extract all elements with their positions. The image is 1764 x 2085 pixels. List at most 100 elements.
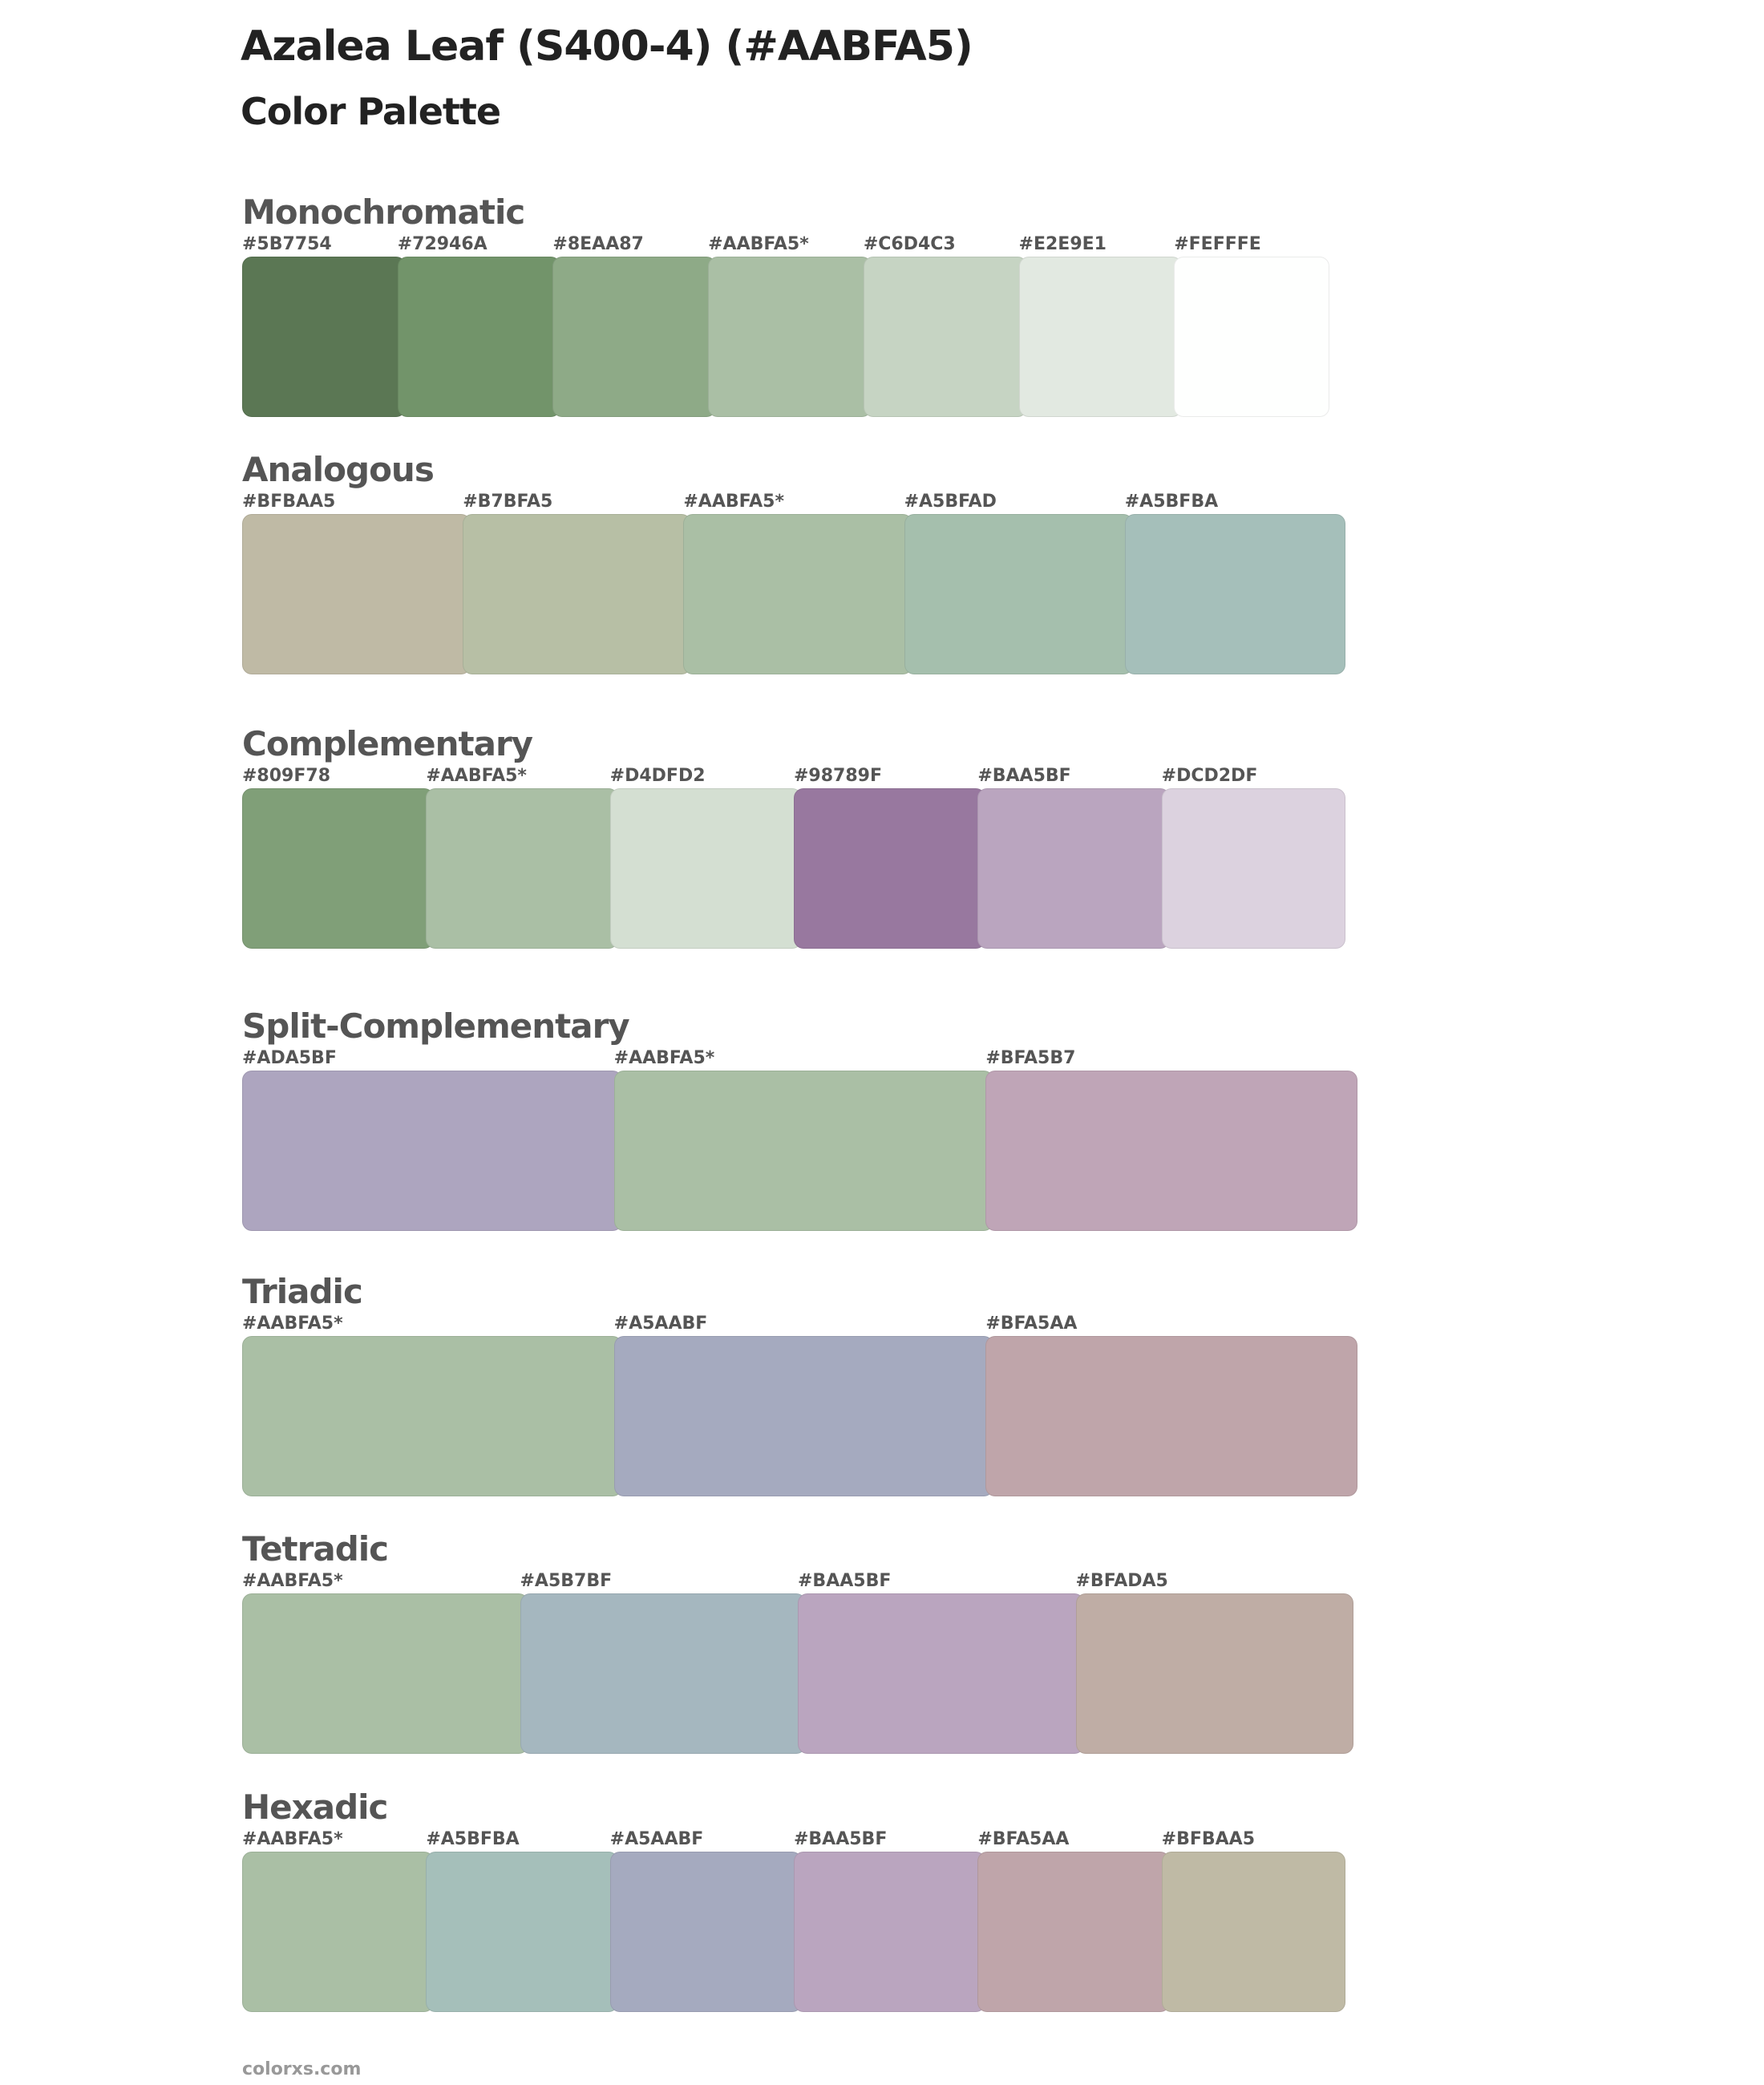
section-title: Split-Complementary: [242, 1006, 630, 1046]
swatch-color-block[interactable]: [242, 1852, 435, 2012]
swatch-color-block[interactable]: [242, 1071, 622, 1231]
section-title: Complementary: [242, 724, 533, 763]
color-swatch[interactable]: #BAA5BF: [977, 764, 1170, 949]
color-swatch[interactable]: #AABFA5*: [426, 764, 618, 949]
swatch-hex-label: #BFADA5: [1075, 1571, 1168, 1591]
swatch-row: #AABFA5* #A5B7BF #BAA5BF #BFADA5: [242, 1569, 1353, 1754]
color-swatch[interactable]: #C6D4C3: [863, 233, 1027, 417]
swatch-color-block[interactable]: [1075, 1593, 1353, 1754]
color-swatch[interactable]: #98789F: [793, 764, 986, 949]
swatch-color-block[interactable]: [904, 514, 1133, 674]
swatch-color-block[interactable]: [1161, 1852, 1345, 2012]
color-swatch[interactable]: #A5BFBA: [1124, 490, 1345, 674]
color-swatch[interactable]: #AABFA5*: [683, 490, 912, 674]
swatch-hex-label: #AABFA5*: [708, 234, 809, 254]
swatch-color-block[interactable]: [242, 1593, 528, 1754]
footer-site-link[interactable]: colorxs.com: [242, 2059, 362, 2079]
swatch-color-block[interactable]: [977, 1852, 1170, 2012]
swatch-color-block[interactable]: [985, 1071, 1357, 1231]
color-swatch[interactable]: #FEFFFE: [1174, 233, 1329, 417]
color-swatch[interactable]: #809F78: [242, 764, 435, 949]
color-swatch[interactable]: #5B7754: [242, 233, 406, 417]
color-swatch[interactable]: #BFBAA5: [242, 490, 471, 674]
swatch-color-block[interactable]: [426, 1852, 618, 2012]
color-swatch[interactable]: #BFADA5: [1075, 1569, 1353, 1754]
swatch-row: #BFBAA5 #B7BFA5 #AABFA5* #A5BFAD #A5BFBA: [242, 490, 1345, 674]
swatch-color-block[interactable]: [520, 1593, 806, 1754]
color-swatch[interactable]: #BFA5AA: [985, 1312, 1357, 1496]
color-swatch[interactable]: #BFA5AA: [977, 1828, 1170, 2012]
swatch-color-block[interactable]: [242, 257, 406, 417]
color-swatch[interactable]: #D4DFD2: [609, 764, 802, 949]
section-title: Hexadic: [242, 1787, 388, 1827]
section-title: Monochromatic: [242, 192, 525, 232]
color-swatch[interactable]: #B7BFA5: [463, 490, 692, 674]
color-swatch[interactable]: #BAA5BF: [798, 1569, 1084, 1754]
swatch-color-block[interactable]: [242, 1336, 622, 1496]
swatch-hex-label: #8EAA87: [552, 234, 644, 254]
color-swatch[interactable]: #AABFA5*: [613, 1047, 994, 1231]
color-swatch[interactable]: #A5BFBA: [426, 1828, 618, 2012]
swatch-color-block[interactable]: [793, 1852, 986, 2012]
swatch-color-block[interactable]: [683, 514, 912, 674]
swatch-hex-label: #AABFA5*: [242, 1571, 343, 1591]
swatch-color-block[interactable]: [985, 1336, 1357, 1496]
swatch-color-block[interactable]: [463, 514, 692, 674]
swatch-hex-label: #BAA5BF: [793, 1829, 888, 1849]
swatch-color-block[interactable]: [1161, 788, 1345, 949]
color-swatch[interactable]: #AABFA5*: [242, 1569, 528, 1754]
page-subtitle: Color Palette: [241, 90, 501, 133]
swatch-hex-label: #98789F: [793, 766, 882, 786]
color-swatch[interactable]: #ADA5BF: [242, 1047, 622, 1231]
swatch-hex-label: #DCD2DF: [1161, 766, 1258, 786]
swatch-hex-label: #FEFFFE: [1174, 234, 1261, 254]
color-swatch[interactable]: #A5AABF: [613, 1312, 994, 1496]
color-swatch[interactable]: #AABFA5*: [242, 1828, 435, 2012]
swatch-color-block[interactable]: [863, 257, 1027, 417]
palette-section-analogous: Analogous #BFBAA5 #B7BFA5 #AABFA5* #A5BFAD #A…: [242, 450, 1345, 674]
color-swatch[interactable]: #AABFA5*: [708, 233, 872, 417]
swatch-color-block[interactable]: [613, 1336, 994, 1496]
swatch-color-block[interactable]: [242, 788, 435, 949]
swatch-hex-label: #A5BFAD: [904, 492, 997, 512]
swatch-color-block[interactable]: [1124, 514, 1345, 674]
color-swatch[interactable]: #AABFA5*: [242, 1312, 622, 1496]
swatch-hex-label: #BFBAA5: [1161, 1829, 1255, 1849]
swatch-color-block[interactable]: [609, 788, 802, 949]
color-swatch[interactable]: #E2E9E1: [1018, 233, 1183, 417]
color-swatch[interactable]: #A5B7BF: [520, 1569, 806, 1754]
swatch-color-block[interactable]: [1018, 257, 1183, 417]
color-swatch[interactable]: #BFBAA5: [1161, 1828, 1345, 2012]
section-title: Tetradic: [242, 1529, 389, 1569]
swatch-color-block[interactable]: [552, 257, 717, 417]
color-swatch[interactable]: #DCD2DF: [1161, 764, 1345, 949]
section-title: Analogous: [242, 450, 435, 489]
swatch-color-block[interactable]: [1174, 257, 1329, 417]
swatch-hex-label: #A5B7BF: [520, 1571, 613, 1591]
swatch-color-block[interactable]: [977, 788, 1170, 949]
swatch-hex-label: #A5BFBA: [426, 1829, 520, 1849]
swatch-hex-label: #809F78: [242, 766, 330, 786]
color-swatch[interactable]: #8EAA87: [552, 233, 717, 417]
color-swatch[interactable]: #BAA5BF: [793, 1828, 986, 2012]
swatch-color-block[interactable]: [609, 1852, 802, 2012]
swatch-color-block[interactable]: [798, 1593, 1084, 1754]
swatch-hex-label: #E2E9E1: [1018, 234, 1107, 254]
swatch-hex-label: #AABFA5*: [242, 1829, 343, 1849]
color-swatch[interactable]: #72946A: [397, 233, 561, 417]
swatch-color-block[interactable]: [426, 788, 618, 949]
color-swatch[interactable]: #BFA5B7: [985, 1047, 1357, 1231]
color-swatch[interactable]: #A5BFAD: [904, 490, 1133, 674]
color-swatch[interactable]: #A5AABF: [609, 1828, 802, 2012]
swatch-hex-label: #AABFA5*: [242, 1314, 343, 1334]
swatch-color-block[interactable]: [708, 257, 872, 417]
swatch-color-block[interactable]: [613, 1071, 994, 1231]
swatch-hex-label: #BFBAA5: [242, 492, 336, 512]
swatch-color-block[interactable]: [793, 788, 986, 949]
palette-section-tetradic: Tetradic #AABFA5* #A5B7BF #BAA5BF #BFADA5: [242, 1529, 1353, 1754]
swatch-row: #5B7754 #72946A #8EAA87 #AABFA5* #C6D4C3 #E2E…: [242, 233, 1329, 417]
swatch-row: #809F78 #AABFA5* #D4DFD2 #98789F #BAA5BF #DCD…: [242, 764, 1345, 949]
swatch-color-block[interactable]: [397, 257, 561, 417]
swatch-color-block[interactable]: [242, 514, 471, 674]
swatch-hex-label: #B7BFA5: [463, 492, 553, 512]
